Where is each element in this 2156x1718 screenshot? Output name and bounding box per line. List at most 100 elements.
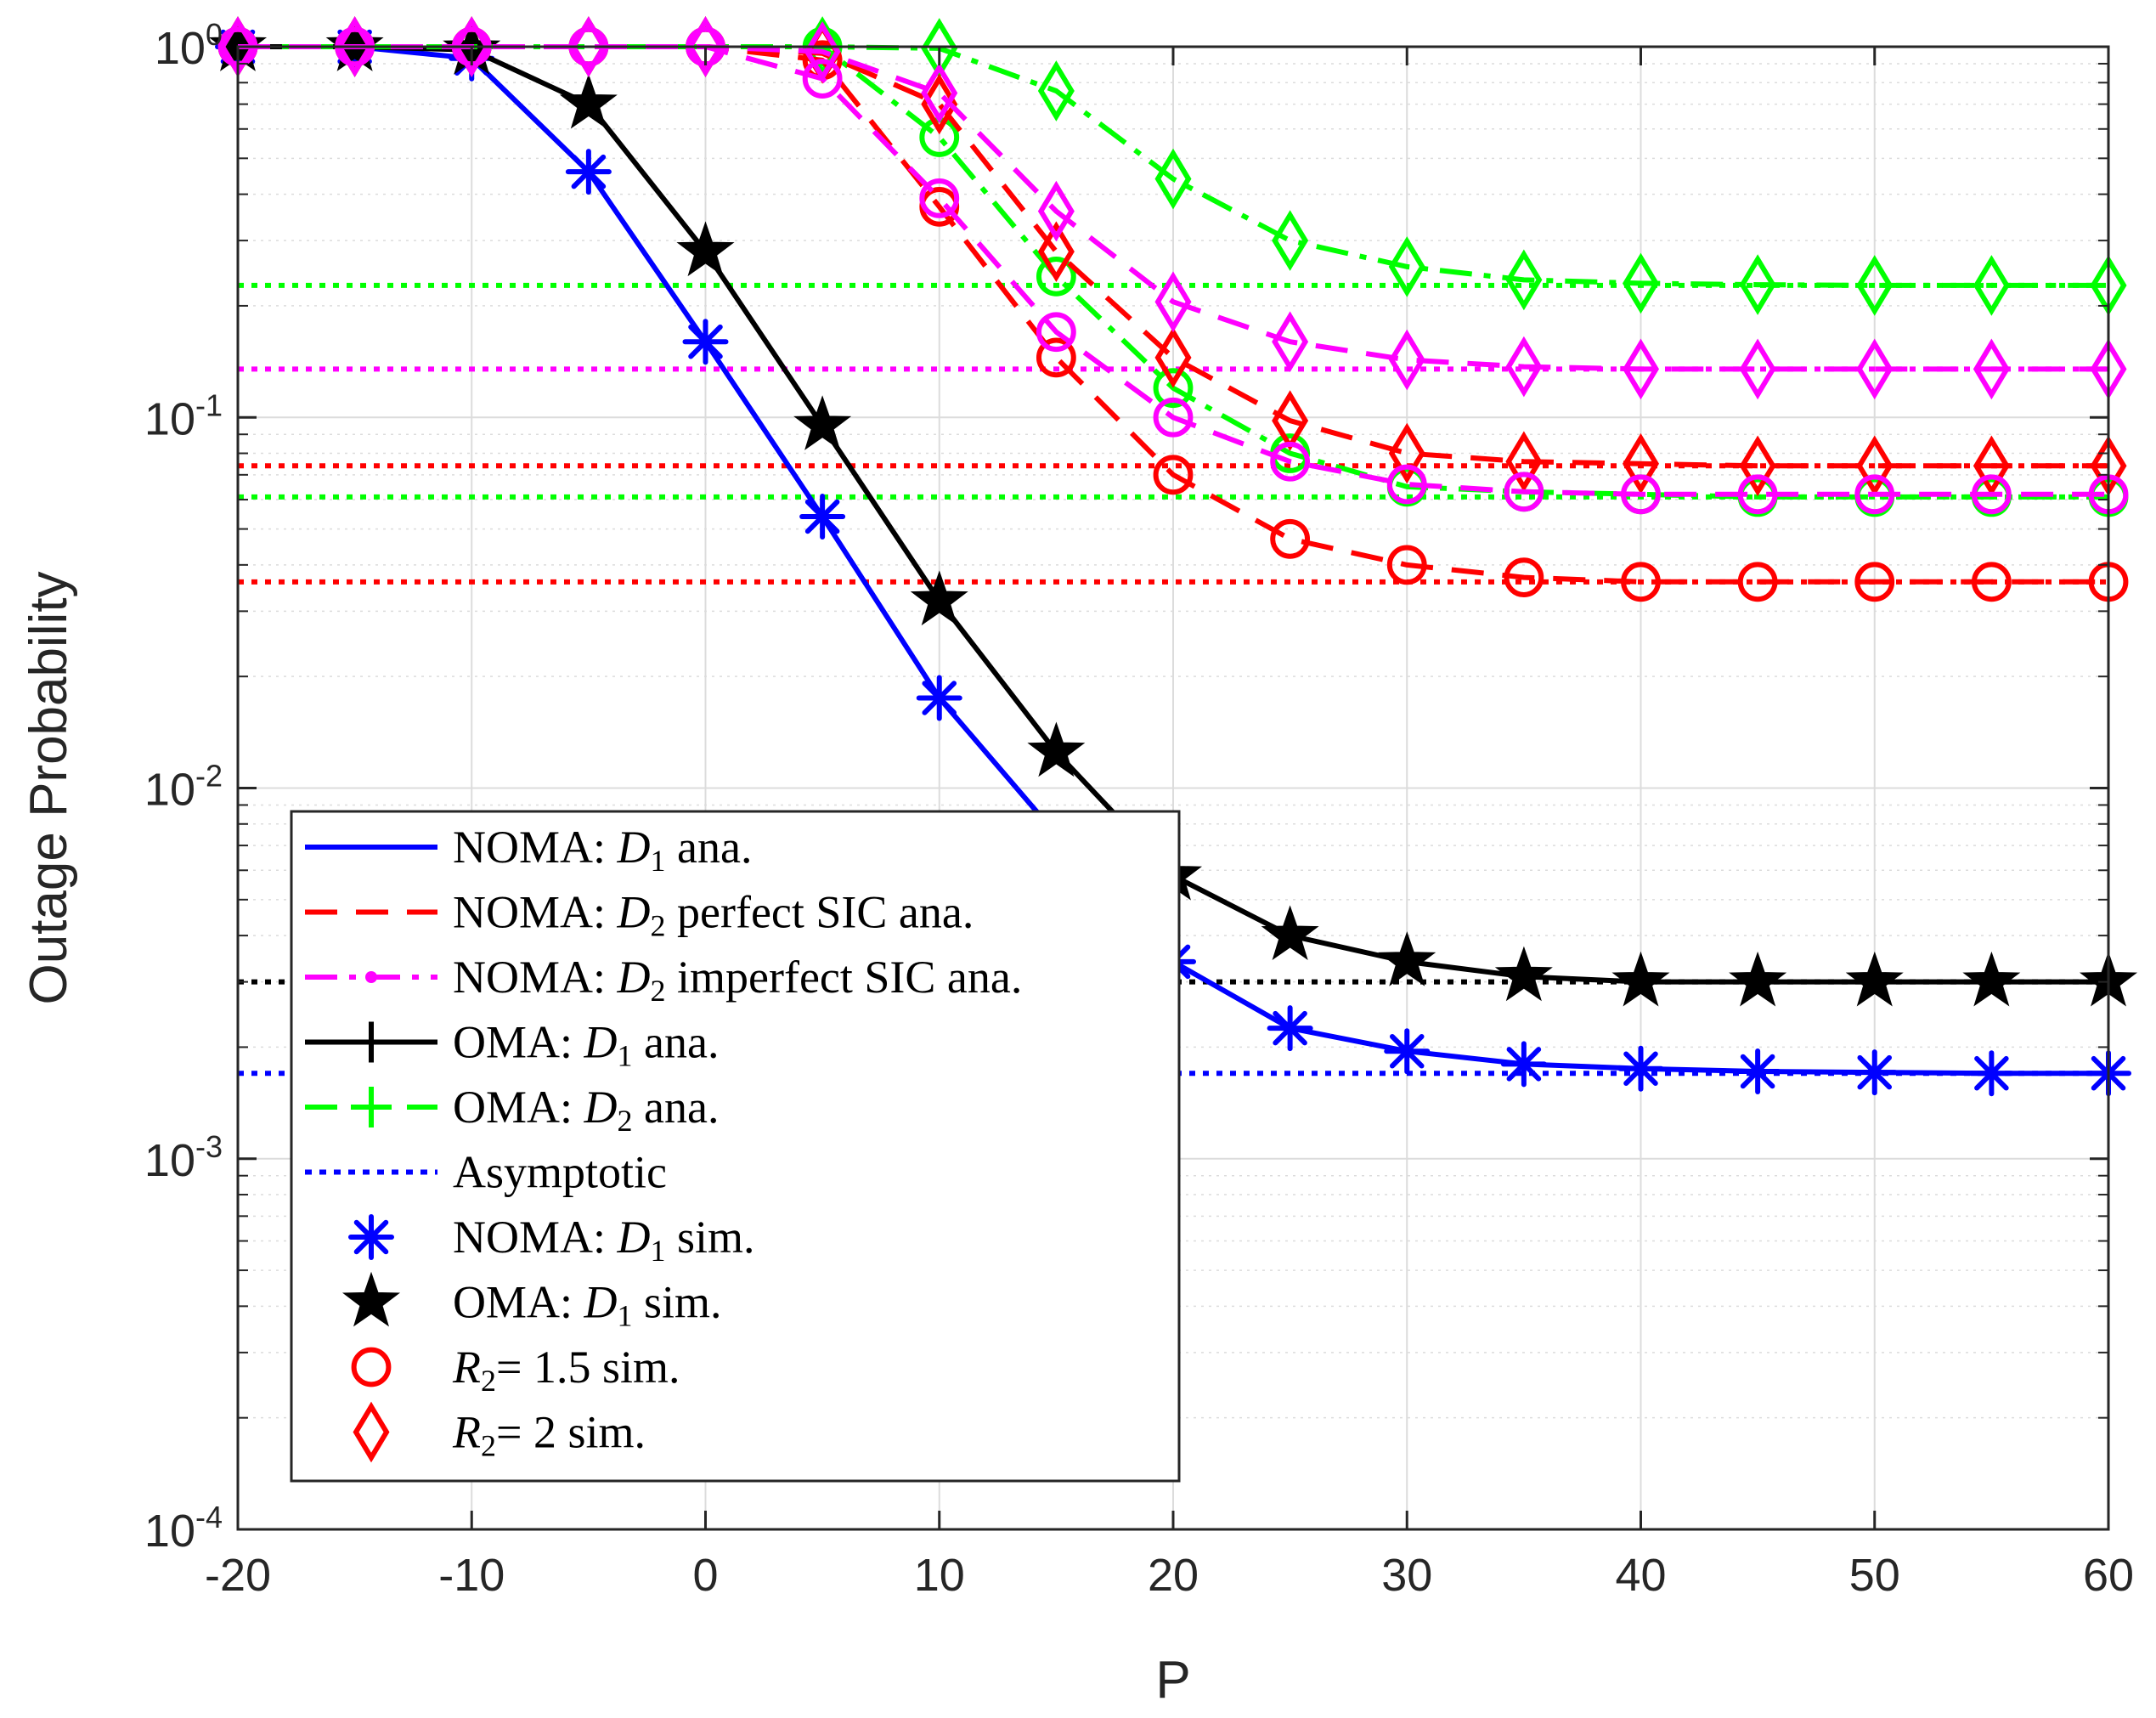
- circle-marker: [1270, 441, 1311, 482]
- circle-marker: [1854, 562, 1895, 602]
- x-tick-label: 60: [2083, 1550, 2134, 1601]
- star-marker: [1027, 721, 1086, 777]
- star-marker: [559, 73, 618, 129]
- star-marker: [1378, 931, 1436, 986]
- legend-entry: OMA: D1 ana.: [305, 1017, 719, 1073]
- diamond-marker: [1505, 431, 1543, 493]
- diamond-marker: [1739, 254, 1776, 315]
- y-tick-label: 10-3: [144, 1129, 223, 1186]
- diamond-marker: [570, 16, 607, 77]
- circle-marker: [1504, 557, 1544, 598]
- diamond-marker: [453, 16, 490, 77]
- asterisk-marker: [565, 149, 612, 195]
- axis-ticks: -20 -10 0 10 20 30 40 50 60 100 10-1 10-2 10-3 10-4: [144, 17, 2134, 1601]
- diamond-marker: [1388, 422, 1425, 484]
- circle-marker: [1621, 562, 1661, 602]
- diamond-marker: [1973, 255, 2010, 316]
- diamond-marker: [1623, 432, 1659, 494]
- diamond-marker: [921, 73, 958, 135]
- asterisk-marker: [1267, 1005, 1313, 1052]
- series-line: [238, 44, 2108, 500]
- asterisk-marker: [799, 493, 846, 540]
- diamond-marker: [1856, 435, 1894, 497]
- diamond-marker: [1272, 311, 1309, 373]
- plus-marker: [351, 1021, 392, 1063]
- legend-entry: NOMA: D1 ana.: [305, 822, 752, 878]
- diamond-marker: [1272, 210, 1309, 271]
- diamond-marker: [1623, 338, 1659, 400]
- y-tick-label: 100: [155, 17, 223, 74]
- x-tick-label: 50: [1849, 1550, 1900, 1601]
- diamond-marker: [687, 16, 724, 77]
- circle-marker: [1153, 455, 1194, 495]
- circle-marker: [1971, 474, 2012, 515]
- circle-marker: [1621, 474, 1661, 515]
- legend-entry: Asymptotic: [305, 1147, 667, 1198]
- legend-box: [290, 810, 1181, 1483]
- dot-marker: [365, 971, 377, 983]
- legend-label: R2= 1.5 sim.: [452, 1342, 680, 1398]
- circle-marker: [1386, 464, 1427, 505]
- y-tick-label: 10-2: [144, 759, 223, 816]
- legend-entry: NOMA: D2 perfect SIC ana.: [305, 887, 974, 943]
- x-tick-label: 0: [692, 1550, 718, 1601]
- legend-label: OMA: D1 sim.: [453, 1277, 722, 1333]
- diamond-marker: [1973, 435, 2010, 497]
- diamond-marker: [1037, 221, 1075, 283]
- legend: NOMA: D1 ana. NOMA: D2 perfect SIC ana. NO…: [290, 810, 1181, 1483]
- star-marker: [341, 1271, 401, 1327]
- diamond-marker: [1973, 338, 2010, 400]
- circle-marker: [1737, 562, 1778, 602]
- star-marker: [1962, 951, 2021, 1007]
- x-tick-label: -20: [205, 1550, 271, 1601]
- diamond-marker: [1623, 252, 1659, 314]
- diamond-marker: [1154, 271, 1192, 333]
- series-line: [238, 44, 2108, 288]
- asterisk-marker: [1735, 1048, 1781, 1095]
- circle-marker: [919, 178, 960, 218]
- asterisk-marker: [1384, 1028, 1431, 1075]
- diamond-marker: [1154, 148, 1192, 210]
- y-tick-label: 10-4: [144, 1500, 223, 1557]
- circle-marker: [1504, 472, 1544, 512]
- asterisk-marker: [1617, 1045, 1664, 1092]
- diamond-marker: [336, 16, 374, 77]
- x-tick-label: -10: [438, 1550, 505, 1601]
- circle-marker: [1153, 368, 1194, 409]
- legend-entry: OMA: D2 ana.: [305, 1082, 719, 1138]
- circle-marker: [1854, 474, 1895, 515]
- circle-marker: [1386, 545, 1427, 585]
- asterisk-marker: [916, 675, 962, 721]
- x-tick-label: 20: [1148, 1550, 1199, 1601]
- asterisk-marker: [348, 1214, 394, 1260]
- star-marker: [676, 221, 735, 277]
- circle-marker: [1971, 562, 2012, 602]
- diamond-marker: [1037, 180, 1075, 242]
- legend-label: NOMA: D1 ana.: [453, 822, 752, 878]
- legend-entry: OMA: D1 sim.: [341, 1271, 722, 1333]
- diamond-marker: [1037, 60, 1075, 122]
- diamond-marker: [1388, 329, 1425, 391]
- legend-label: NOMA: D1 sim.: [453, 1212, 755, 1268]
- circle-marker: [1036, 256, 1076, 297]
- diamond-marker: [1388, 236, 1425, 297]
- legend-label: Asymptotic: [453, 1147, 667, 1198]
- star-marker: [1494, 946, 1553, 1002]
- circle-marker: [1036, 337, 1076, 378]
- legend-entry: NOMA: D1 sim.: [348, 1212, 755, 1268]
- asterisk-marker: [1851, 1049, 1898, 1096]
- star-marker: [1845, 951, 1904, 1007]
- diamond-marker: [1505, 336, 1543, 398]
- legend-entry: R2= 1.5 sim.: [351, 1342, 680, 1398]
- y-axis-label: Outage Probability: [20, 571, 78, 1004]
- x-tick-label: 30: [1381, 1550, 1432, 1601]
- legend-label: NOMA: D2 perfect SIC ana.: [453, 887, 974, 943]
- circle-marker: [1153, 397, 1194, 438]
- star-marker: [910, 570, 968, 626]
- star-marker: [1729, 951, 1787, 1007]
- asterisk-marker: [1500, 1041, 1547, 1088]
- legend-label: R2= 2 sim.: [452, 1407, 646, 1463]
- diamond-marker: [353, 1401, 390, 1463]
- legend-entry: NOMA: D2 imperfect SIC ana.: [305, 952, 1022, 1008]
